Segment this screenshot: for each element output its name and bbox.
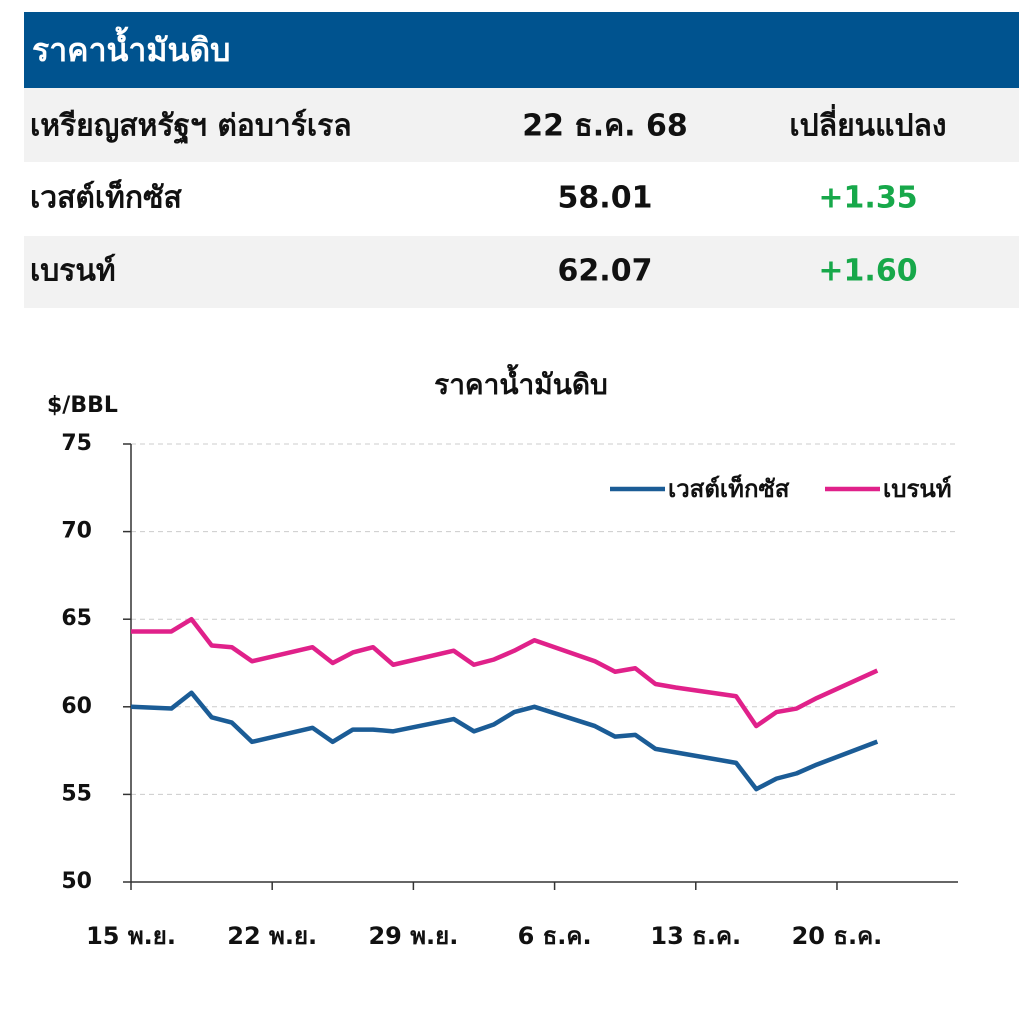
y-tick-label: 50 (61, 869, 92, 894)
y-tick-label: 65 (61, 606, 92, 631)
row-bg (24, 236, 1019, 308)
column-header: เหรียญสหรัฐฯ ต่อบาร์เรล (30, 109, 352, 146)
x-tick-label: 20 ธ.ค. (792, 922, 883, 950)
column-header: เปลี่ยนแปลง (789, 104, 946, 144)
change: +1.60 (818, 254, 917, 289)
row-label: เวสต์เท็กซัส (30, 179, 182, 216)
header-title: ราคาน้ำมันดิบ (32, 26, 230, 69)
x-tick-label: 15 พ.ย. (86, 922, 176, 950)
x-tick-label: 29 พ.ย. (368, 922, 458, 950)
y-axis-label: $/BBL (47, 393, 118, 418)
y-tick-label: 60 (61, 694, 92, 719)
legend-label: เวสต์เท็กซัส (668, 474, 790, 503)
y-tick-label: 55 (61, 781, 92, 806)
row-bg (24, 88, 1019, 162)
x-tick-label: 22 พ.ย. (227, 922, 317, 950)
price: 62.07 (558, 254, 653, 289)
legend-label: เบรนท์ (883, 475, 952, 503)
x-tick-label: 13 ธ.ค. (650, 922, 741, 950)
x-tick-label: 6 ธ.ค. (518, 922, 592, 950)
price: 58.01 (558, 181, 653, 216)
y-tick-label: 70 (61, 519, 92, 544)
column-header: 22 ธ.ค. 68 (522, 109, 688, 144)
chart-title: ราคาน้ำมันดิบ (434, 363, 608, 401)
change: +1.35 (818, 181, 917, 216)
series-line (131, 616, 879, 729)
series-line (130, 690, 879, 792)
y-tick-label: 75 (61, 431, 92, 456)
header-bar (24, 12, 1019, 88)
row-label: เบรนท์ (30, 254, 116, 289)
